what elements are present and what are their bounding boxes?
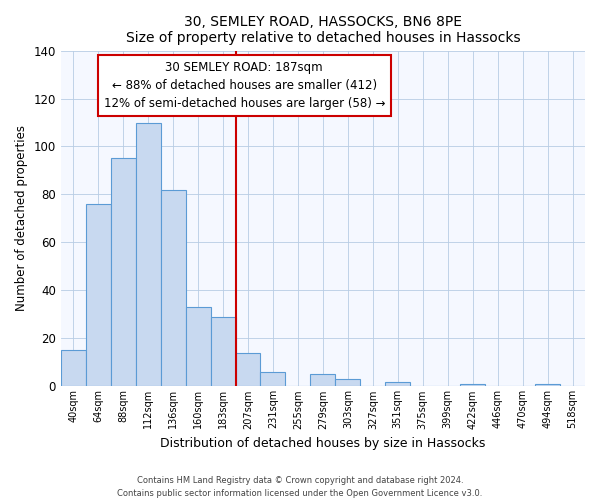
Bar [136, 122, 161, 386]
Bar [111, 158, 136, 386]
Bar [535, 384, 560, 386]
Bar [161, 190, 185, 386]
Bar [260, 372, 286, 386]
Bar [86, 204, 111, 386]
Title: 30, SEMLEY ROAD, HASSOCKS, BN6 8PE
Size of property relative to detached houses : 30, SEMLEY ROAD, HASSOCKS, BN6 8PE Size … [125, 15, 520, 45]
Bar [211, 317, 236, 386]
Bar [460, 384, 485, 386]
Text: Contains HM Land Registry data © Crown copyright and database right 2024.
Contai: Contains HM Land Registry data © Crown c… [118, 476, 482, 498]
Bar [335, 379, 361, 386]
Bar [310, 374, 335, 386]
X-axis label: Distribution of detached houses by size in Hassocks: Distribution of detached houses by size … [160, 437, 485, 450]
Bar [385, 382, 410, 386]
Bar [61, 350, 86, 386]
Y-axis label: Number of detached properties: Number of detached properties [15, 126, 28, 312]
Text: 30 SEMLEY ROAD: 187sqm
← 88% of detached houses are smaller (412)
12% of semi-de: 30 SEMLEY ROAD: 187sqm ← 88% of detached… [104, 60, 385, 110]
Bar [185, 307, 211, 386]
Bar [236, 353, 260, 386]
